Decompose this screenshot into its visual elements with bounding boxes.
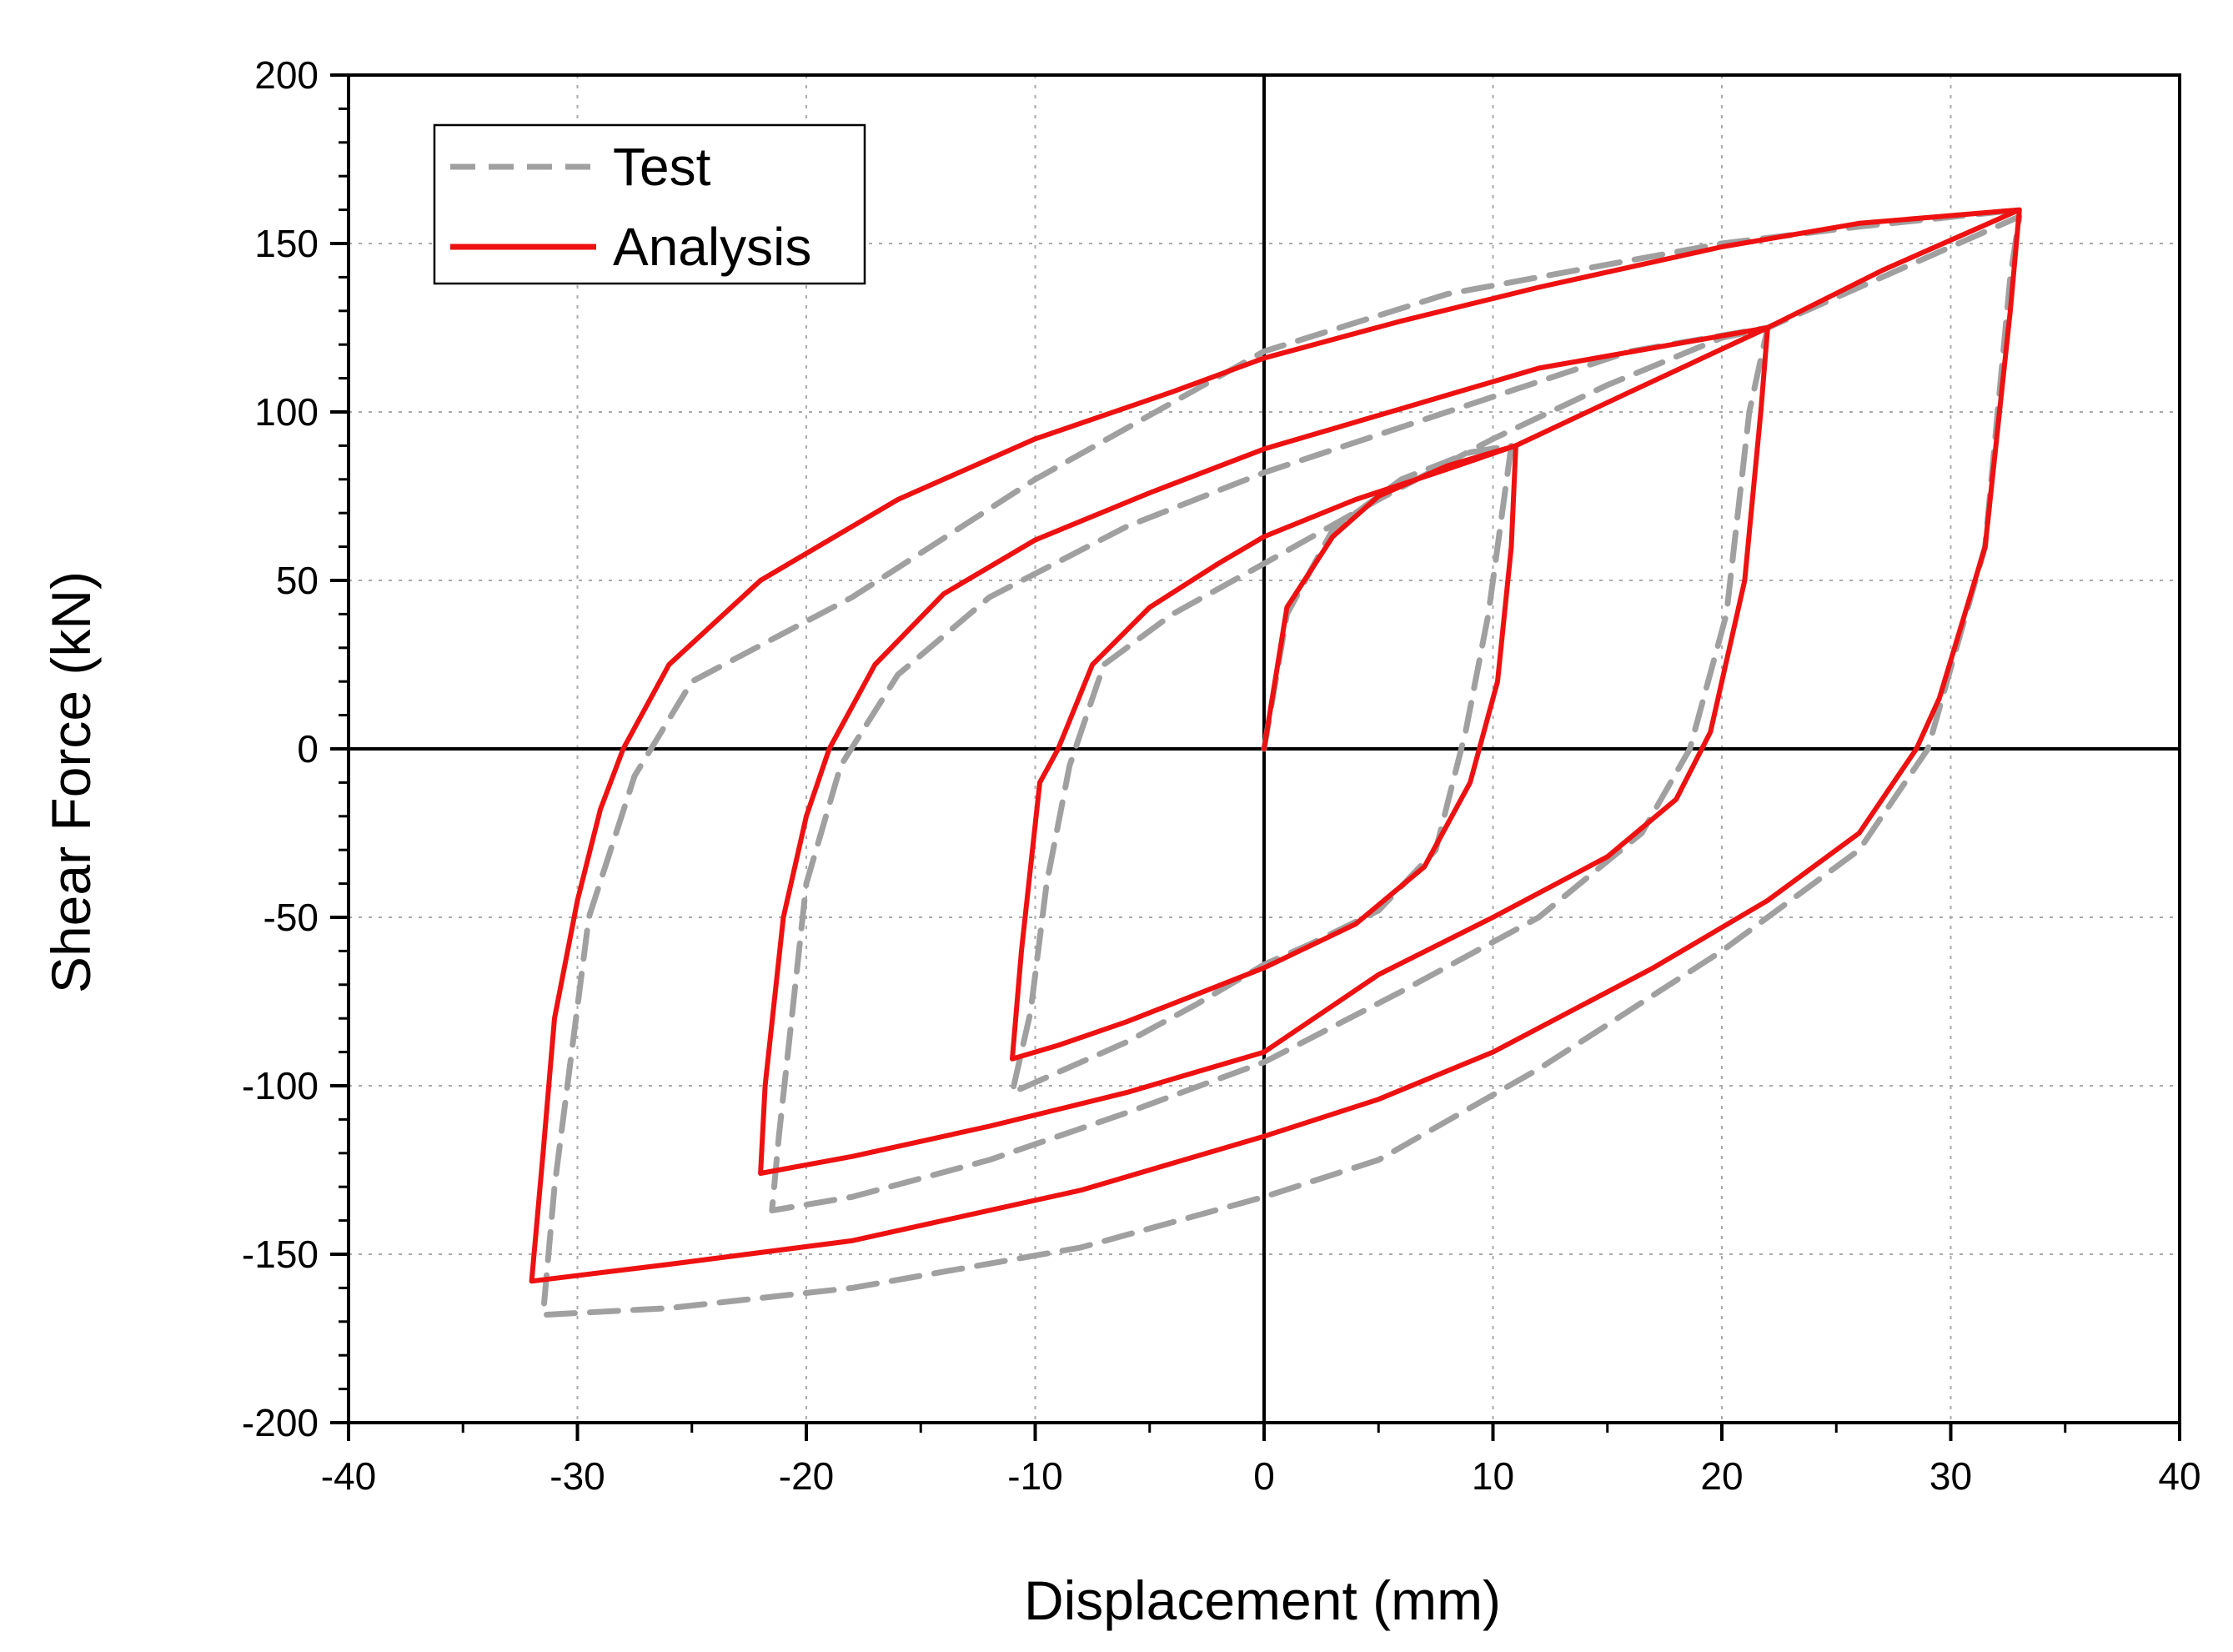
x-tick-label: -10 — [1007, 1454, 1062, 1498]
x-tick-label: 10 — [1472, 1454, 1514, 1498]
x-tick-label: 20 — [1700, 1454, 1743, 1498]
y-tick-label: -200 — [242, 1401, 319, 1444]
y-tick-label: -150 — [242, 1233, 319, 1276]
legend-test-label: Test — [613, 137, 711, 197]
y-tick-label: -50 — [263, 896, 319, 939]
y-tick-label: 200 — [254, 53, 319, 97]
legend: Test Analysis — [433, 123, 866, 285]
series-group — [529, 207, 2023, 1318]
series-test-line — [539, 207, 2023, 1318]
axis-ticks — [330, 73, 2181, 1441]
x-tick-label: -30 — [549, 1454, 605, 1498]
y-axis-title: Shear Force (kN) — [40, 571, 102, 993]
series-analysis-line — [529, 207, 2022, 1284]
x-tick-label: -20 — [779, 1454, 834, 1498]
x-axis-title: Displacement (mm) — [1024, 1569, 1501, 1631]
legend-box — [433, 123, 866, 285]
y-tick-label: 50 — [276, 559, 319, 602]
x-tick-labels: -40 -30 -20 -10 0 10 20 30 40 — [321, 1454, 2201, 1498]
y-tick-label: 0 — [297, 727, 319, 771]
x-tick-label: 0 — [1253, 1454, 1275, 1498]
y-tick-labels: -200 -150 -100 -50 0 50 100 150 200 — [242, 53, 319, 1444]
x-tick-label: 40 — [2158, 1454, 2200, 1498]
y-tick-label: 150 — [254, 222, 319, 265]
y-tick-label: -100 — [242, 1064, 319, 1107]
y-tick-label: 100 — [254, 390, 319, 434]
legend-analysis-label: Analysis — [613, 217, 811, 277]
x-tick-label: 30 — [1929, 1454, 1972, 1498]
x-tick-label: -40 — [321, 1454, 376, 1498]
